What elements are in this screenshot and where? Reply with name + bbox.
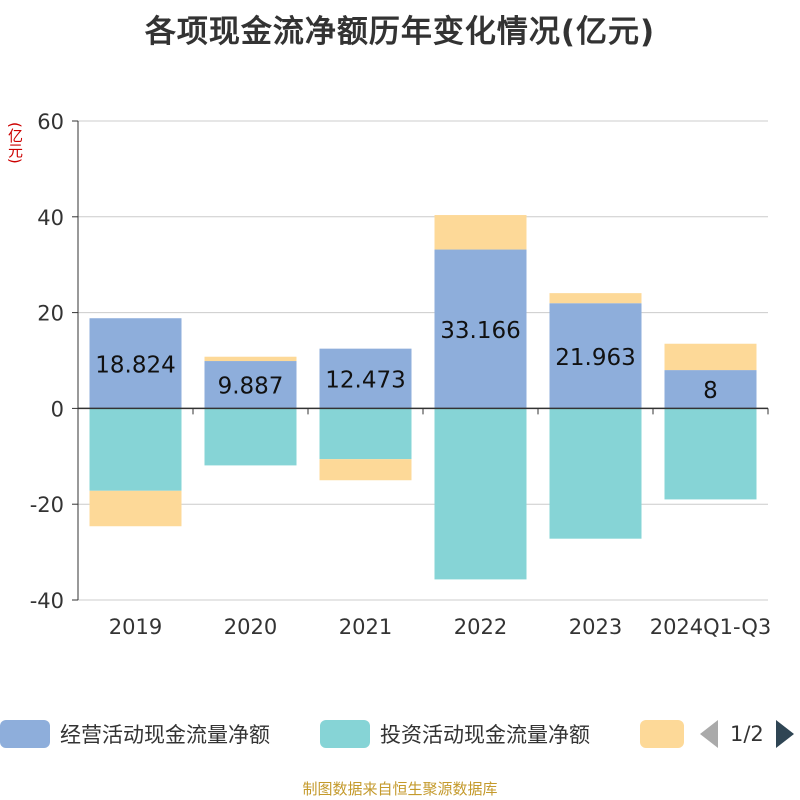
legend-item-financing[interactable] [640, 714, 694, 754]
legend-item-operating[interactable]: 经营活动现金流量净额 [0, 714, 270, 754]
legend-label-investing: 投资活动现金流量净额 [380, 723, 590, 747]
bar-series1-2023 [549, 408, 642, 539]
bar-series1-2022 [434, 408, 527, 580]
bar-chart: -40 -20 0 20 40 60 18.824 9.887 12.473 33.166 21.9… [30, 110, 772, 639]
y-tick-label: 60 [37, 110, 64, 134]
legend-label-operating: 经营活动现金流量净额 [60, 723, 270, 747]
legend: 经营活动现金流量净额 投资活动现金流量净额 1/2 [0, 714, 800, 754]
legend-pager: 1/2 [700, 714, 794, 754]
data-label: 33.166 [440, 318, 520, 344]
legend-page-indicator: 1/2 [730, 722, 764, 746]
data-label: 21.963 [555, 345, 635, 371]
legend-next-page-icon[interactable] [775, 720, 794, 748]
bar-series0-2022 [434, 249, 527, 409]
x-tick-label: 2024Q1-Q3 [650, 615, 772, 639]
data-label: 8 [703, 378, 718, 404]
x-tick-label: 2020 [224, 615, 277, 639]
bar-series0-2020 [204, 361, 297, 409]
bar-series2-2019 [89, 490, 182, 527]
x-tick-label: 2021 [339, 615, 392, 639]
bar-series0-2023 [549, 303, 642, 409]
bar-series1-2024Q1-Q3 [664, 408, 757, 500]
x-tick-label: 2019 [109, 615, 162, 639]
bar-series1-2021 [319, 408, 412, 460]
y-axis-unit-label: (亿元) [6, 122, 24, 164]
bar-series2-2023 [549, 293, 642, 304]
data-source-note: 制图数据来自恒生聚源数据库 [302, 780, 498, 798]
legend-prev-page-icon[interactable] [700, 720, 718, 748]
legend-swatch-investing [320, 720, 370, 748]
data-label: 12.473 [325, 368, 405, 394]
data-label: 9.887 [218, 374, 284, 400]
x-tick-label: 2023 [569, 615, 622, 639]
y-tick-label: -20 [30, 493, 64, 517]
y-tick-label: 40 [37, 206, 64, 230]
legend-item-investing[interactable]: 投资活动现金流量净额 [320, 714, 590, 754]
y-tick-label: 20 [37, 302, 64, 326]
legend-swatch-operating [0, 720, 50, 748]
bar-series2-2020 [204, 356, 297, 362]
legend-swatch-financing [640, 720, 684, 748]
bar-series2-2021 [319, 459, 412, 481]
x-tick-label: 2022 [454, 615, 507, 639]
bar-series2-2022 [434, 215, 527, 250]
chart-title: 各项现金流净额历年变化情况(亿元) [144, 14, 656, 50]
data-label: 18.824 [95, 352, 175, 378]
bar-series1-2019 [89, 408, 182, 491]
y-tick-label: 0 [51, 397, 64, 421]
y-tick-label: -40 [30, 589, 64, 613]
bar-series0-2021 [319, 348, 412, 409]
bar-series0-2019 [89, 318, 182, 409]
bar-series2-2024Q1-Q3 [664, 343, 757, 371]
bar-series0-2024Q1-Q3 [664, 370, 757, 409]
bar-series1-2020 [204, 408, 297, 466]
